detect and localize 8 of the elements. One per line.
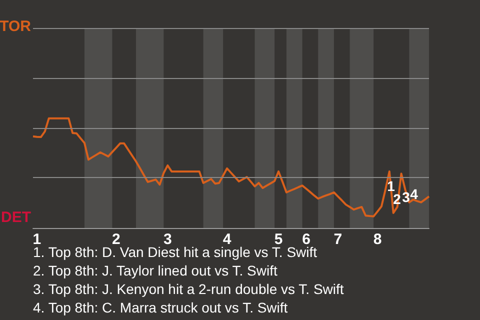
text: 2. Top 8th: J. Taylor lined out vs T. Swift (33, 262, 278, 278)
x-tick-label: 7 (334, 231, 342, 248)
text: 4. Top 8th: C. Marra struck out vs T. Swift (33, 300, 288, 316)
x-tick-label: 8 (373, 231, 382, 248)
annotation: 4 (410, 186, 418, 202)
text: DET (1, 209, 31, 226)
text: 3. Top 8th: J. Kenyon hit a 2-run double vs T. Swift (33, 281, 344, 297)
text: TOR (0, 18, 32, 35)
